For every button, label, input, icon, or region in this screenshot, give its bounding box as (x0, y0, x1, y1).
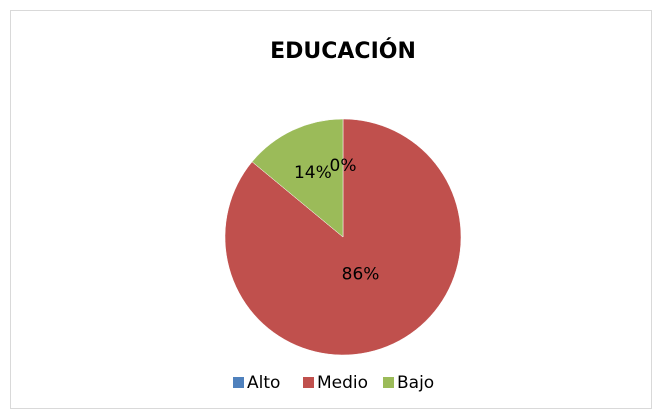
legend-label: Bajo (397, 373, 434, 393)
legend-label: Medio (317, 373, 368, 393)
pie-slice (251, 118, 344, 238)
data-label: 14% (294, 163, 332, 183)
legend-marker (303, 377, 314, 388)
legend-label: Alto (247, 373, 280, 393)
chart-title: EDUCACIÓN (270, 38, 416, 64)
legend-marker (233, 377, 244, 388)
data-label: 0% (330, 156, 357, 176)
data-label: 86% (342, 264, 380, 284)
legend-marker (383, 377, 394, 388)
